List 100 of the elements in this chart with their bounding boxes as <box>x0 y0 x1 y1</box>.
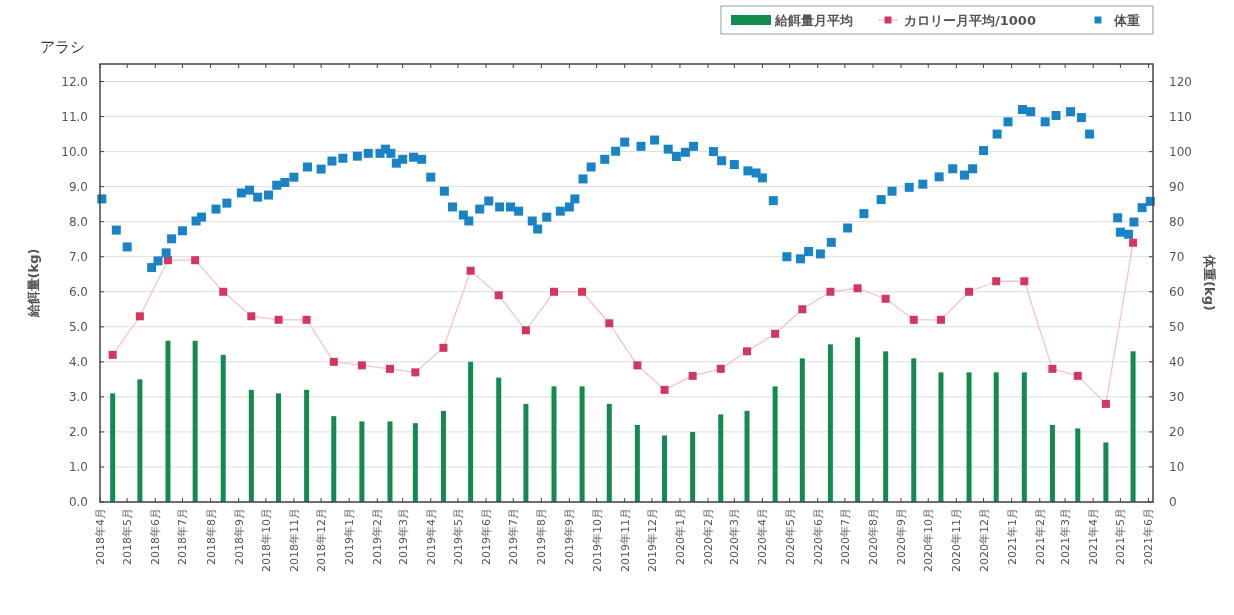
x-tick-label: 2019年3月 <box>396 508 410 565</box>
point <box>1101 399 1110 408</box>
bar <box>938 372 944 502</box>
x-tick-label: 2019年10月 <box>590 508 604 572</box>
point <box>191 256 200 265</box>
legend-label: カロリー月平均/1000 <box>904 13 1036 28</box>
point <box>439 343 448 352</box>
x-tick-label: 2020年12月 <box>977 508 991 572</box>
point <box>466 266 475 275</box>
point <box>826 287 835 296</box>
y-tick-label: 6.0 <box>68 284 88 299</box>
y2-tick-label: 70 <box>1169 249 1185 264</box>
y-tick-label: 12.0 <box>61 74 88 89</box>
x-tick-label: 2021年4月 <box>1087 508 1101 565</box>
bar <box>911 358 917 502</box>
bar <box>440 410 446 502</box>
bar <box>110 393 116 502</box>
bar <box>1021 372 1027 502</box>
y2-tick-label: 100 <box>1169 144 1192 159</box>
point <box>909 315 918 324</box>
y-tick-label: 1.0 <box>68 459 88 474</box>
x-tick-label: 2020年4月 <box>756 508 770 565</box>
bar <box>165 340 171 502</box>
bar <box>192 340 198 502</box>
y2-tick-label: 30 <box>1169 389 1185 404</box>
bar <box>1130 351 1136 502</box>
y2-tick-label: 50 <box>1169 319 1185 334</box>
point <box>743 347 752 356</box>
point <box>688 371 697 380</box>
bar <box>412 423 418 502</box>
point <box>521 326 530 335</box>
bar <box>827 344 833 502</box>
bar <box>606 403 612 502</box>
point <box>633 361 642 370</box>
point <box>550 287 558 296</box>
y2-tick-label: 110 <box>1169 109 1192 124</box>
x-tick-label: 2019年9月 <box>563 508 577 565</box>
y-tick-label: 5.0 <box>68 319 88 334</box>
x-tick-label: 2018年5月 <box>121 508 135 565</box>
point <box>992 277 1001 286</box>
point <box>716 364 725 373</box>
bar <box>331 416 337 502</box>
bar <box>304 389 310 502</box>
x-tick-label: 2018年7月 <box>176 508 190 565</box>
point <box>219 287 228 296</box>
point <box>274 315 283 324</box>
bar <box>855 337 861 502</box>
point <box>936 315 945 324</box>
x-tick-label: 2019年7月 <box>507 508 521 565</box>
point <box>1020 277 1029 286</box>
point <box>1048 364 1057 373</box>
x-tick-label: 2020年5月 <box>783 508 797 565</box>
bar <box>1049 424 1055 502</box>
x-tick-label: 2018年9月 <box>232 508 246 565</box>
point <box>798 305 807 314</box>
bar <box>387 421 393 502</box>
point <box>494 291 503 300</box>
x-tick-label: 2021年1月 <box>1005 508 1019 565</box>
x-tick-label: 2019年11月 <box>618 508 632 572</box>
bar <box>551 386 557 502</box>
point <box>578 287 587 296</box>
x-tick-label: 2018年4月 <box>94 508 107 565</box>
point <box>108 350 117 359</box>
x-tick-label: 2020年1月 <box>673 508 687 565</box>
bar <box>1103 442 1109 502</box>
x-tick-label: 2018年12月 <box>315 508 329 572</box>
bar <box>359 421 365 502</box>
x-tick-label: 2018年6月 <box>149 508 163 565</box>
y-tick-label: 0.0 <box>68 495 88 509</box>
x-tick-label: 2018年11月 <box>287 508 301 572</box>
x-tick-label: 2019年2月 <box>371 508 385 565</box>
x-tick-label: 2020年3月 <box>728 508 742 565</box>
point <box>965 287 974 296</box>
point <box>853 284 862 293</box>
y2-tick-label: 90 <box>1169 179 1185 194</box>
point <box>329 357 338 366</box>
bar <box>276 393 282 502</box>
x-tick-label: 2018年8月 <box>204 508 218 565</box>
y-tick-label: 7.0 <box>68 249 88 264</box>
point <box>385 364 394 373</box>
y2-axis-title: 体重(kg) <box>1202 254 1217 311</box>
x-tick-label: 2019年12月 <box>645 508 659 572</box>
bar <box>993 372 999 502</box>
x-tick-label: 2019年1月 <box>343 508 357 565</box>
y2-tick-label: 0 <box>1169 495 1177 509</box>
x-tick-label: 2021年3月 <box>1059 508 1073 565</box>
y-tick-label: 4.0 <box>68 354 88 369</box>
y2-tick-label: 120 <box>1169 74 1192 89</box>
bar <box>137 379 143 502</box>
bar <box>468 361 474 502</box>
point <box>411 368 420 377</box>
y-tick-label: 2.0 <box>68 424 88 439</box>
x-tick-label: 2019年4月 <box>424 508 438 565</box>
point <box>1129 238 1138 247</box>
chart-title: アラシ <box>40 38 85 56</box>
bar <box>634 424 640 502</box>
point <box>881 294 890 303</box>
y-tick-label: 11.0 <box>61 109 88 124</box>
x-tick-label: 2018年10月 <box>259 508 273 572</box>
y2-tick-label: 80 <box>1169 214 1185 229</box>
